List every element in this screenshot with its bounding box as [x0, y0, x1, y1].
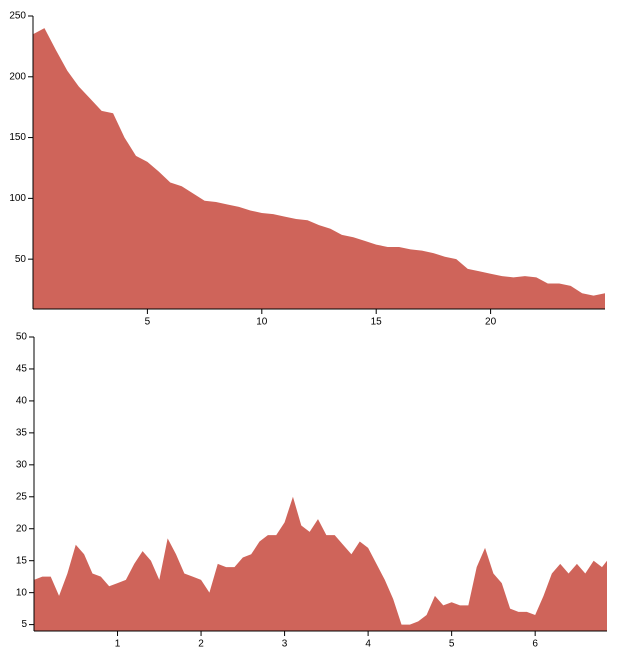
y-tick-label: 10 [16, 587, 28, 598]
area [34, 496, 607, 631]
y-tick-label: 45 [16, 364, 28, 375]
y-tick-label: 50 [16, 332, 28, 343]
y-tick-label: 15 [16, 555, 28, 566]
y-tick-label: 150 [9, 132, 26, 143]
area [33, 28, 605, 309]
y-tick-label: 25 [16, 491, 28, 502]
x-tick-label: 1 [115, 639, 121, 650]
x-tick-label: 3 [282, 639, 288, 650]
y-tick-label: 35 [16, 428, 28, 439]
x-tick-label: 5 [145, 317, 151, 328]
x-tick-label: 15 [371, 317, 383, 328]
y-tick-label: 20 [16, 523, 28, 534]
x-tick-label: 20 [485, 317, 497, 328]
x-tick-label: 6 [532, 639, 538, 650]
y-tick-label: 100 [9, 193, 26, 204]
x-tick-label: 4 [365, 639, 371, 650]
y-tick-label: 50 [15, 254, 27, 265]
y-tick-label: 5 [21, 619, 27, 630]
y-tick-label: 40 [16, 396, 28, 407]
y-tick-label: 200 [9, 71, 26, 82]
y-tick-label: 30 [16, 459, 28, 470]
y-tick-label: 250 [9, 11, 26, 22]
x-tick-label: 5 [449, 639, 455, 650]
x-tick-label: 10 [256, 317, 268, 328]
x-tick-label: 2 [198, 639, 204, 650]
